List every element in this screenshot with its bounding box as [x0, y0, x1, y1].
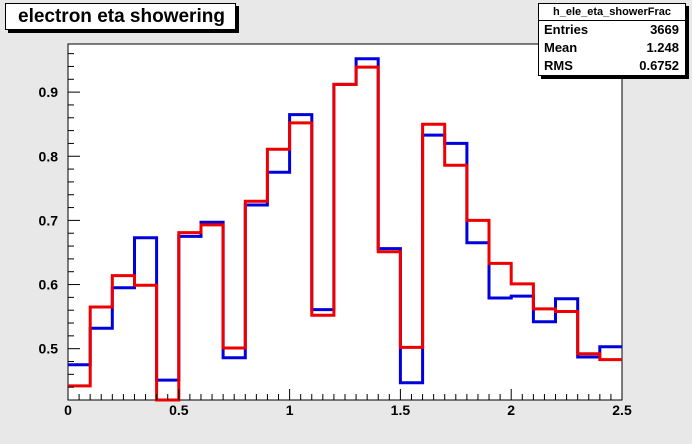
- series-layer: [68, 57, 622, 402]
- stats-label: Mean: [544, 40, 578, 55]
- x-tick-label: 2: [507, 402, 515, 418]
- x-axis: 0 0.5 1 1.5 2 2.5: [64, 389, 632, 418]
- plot-frame: [67, 43, 623, 401]
- stats-box: h_ele_eta_showerFrac Entries 3669 Mean 1…: [538, 3, 686, 76]
- x-tick-label: 2.5: [612, 402, 632, 418]
- x-tick-label: 1: [286, 402, 294, 418]
- y-axis: 0.5 0.6 0.7 0.8 0.9: [39, 53, 80, 401]
- y-tick-label: 0.6: [39, 277, 59, 293]
- histogram-series-1: [68, 65, 622, 402]
- x-tick-label: 0: [64, 402, 72, 418]
- stats-histogram-name: h_ele_eta_showerFrac: [539, 4, 685, 21]
- stats-value: 3669: [650, 22, 679, 37]
- stats-label: Entries: [544, 22, 589, 37]
- x-tick-label: 1.5: [391, 402, 411, 418]
- stats-row-rms: RMS 0.6752: [539, 57, 685, 75]
- stats-row-mean: Mean 1.248: [539, 39, 685, 57]
- y-tick-label: 0.9: [39, 84, 59, 100]
- stats-label: RMS: [544, 58, 573, 73]
- stats-value: 0.6752: [639, 58, 679, 73]
- y-tick-label: 0.7: [39, 212, 59, 228]
- chart-title: electron eta showering: [5, 3, 236, 30]
- stats-row-entries: Entries 3669: [539, 21, 685, 39]
- stats-value: 1.248: [646, 40, 679, 55]
- x-tick-label: 0.5: [169, 402, 189, 418]
- y-tick-label: 0.8: [39, 148, 59, 164]
- y-tick-label: 0.5: [39, 341, 59, 357]
